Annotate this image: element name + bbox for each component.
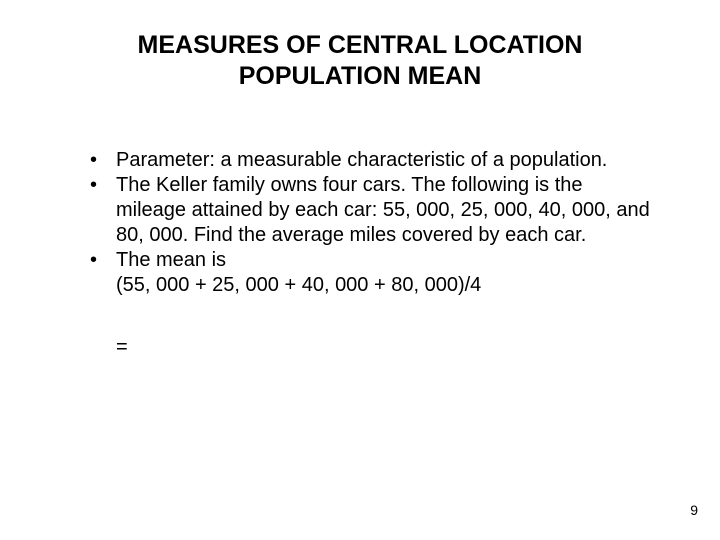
- title-line-2: POPULATION MEAN: [239, 62, 482, 90]
- page-number: 9: [690, 502, 698, 518]
- slide-title: MEASURES OF CENTRAL LOCATION POPULATION …: [50, 30, 670, 93]
- bullet-item: The mean is: [90, 248, 650, 273]
- slide-body: Parameter: a measurable characteristic o…: [50, 148, 670, 359]
- title-line-1: MEASURES OF CENTRAL LOCATION: [138, 31, 583, 59]
- bullet-text: Parameter: a measurable characteristic o…: [116, 149, 607, 171]
- calculation-line: (55, 000 + 25, 000 + 40, 000 + 80, 000)/…: [90, 273, 650, 298]
- bullet-text: The mean is: [116, 249, 226, 271]
- equals-line: =: [90, 336, 650, 359]
- bullet-item: Parameter: a measurable characteristic o…: [90, 148, 650, 173]
- bullet-text: The Keller family owns four cars. The fo…: [116, 174, 650, 246]
- bullet-list: Parameter: a measurable characteristic o…: [90, 148, 650, 273]
- bullet-item: The Keller family owns four cars. The fo…: [90, 173, 650, 248]
